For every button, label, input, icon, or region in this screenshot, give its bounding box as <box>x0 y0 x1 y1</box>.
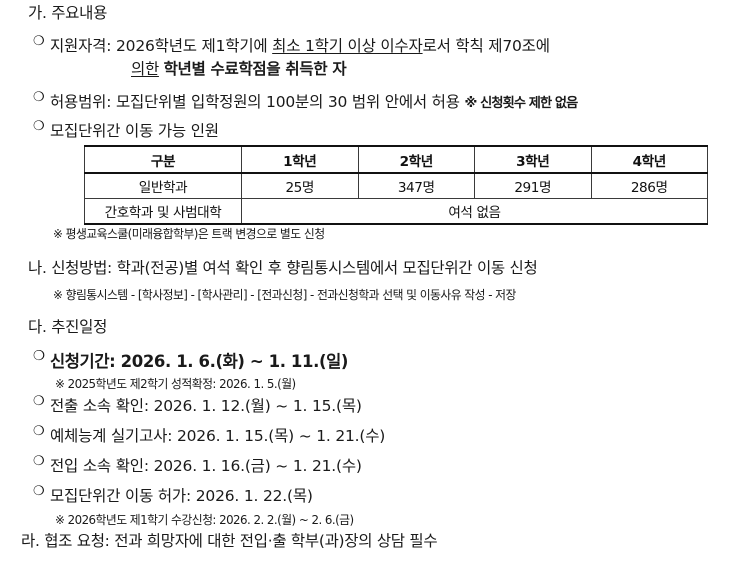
schedule-item-application-period: ❍ 신청기간: 2026. 1. 6.(화) ~ 1. 11.(일) <box>33 348 348 372</box>
quota-table-wrapper: 구분 1학년 2학년 3학년 4학년 일반학과 25명 347명 291명 28… <box>84 145 708 225</box>
qualification-line2-bold: 학년별 수료학점을 취득한 자 <box>163 60 347 78</box>
table-cell: 347명 <box>357 172 475 199</box>
qualification-line2-underlined: 의한 <box>131 60 159 78</box>
table-row: 간호학과 및 사범대학 여석 없음 <box>84 198 708 225</box>
bullet-icon: ❍ <box>33 34 45 49</box>
bullet-icon: ❍ <box>33 90 45 105</box>
bullet-scope: ❍ 허용범위: 모집단위별 입학정원의 100분의 30 범위 안에서 허용 ※… <box>33 90 579 112</box>
qualification-tail: 로서 학칙 제70조에 <box>422 37 550 55</box>
schedule-item-label: 모집단위간 이동 허가: 2026. 1. 22.(목) <box>50 487 313 505</box>
table-cell: 291명 <box>474 172 592 199</box>
table-cell-merged: 여석 없음 <box>241 198 708 225</box>
table-header-cell: 1학년 <box>241 145 359 174</box>
table-header-cell: 3학년 <box>474 145 592 174</box>
schedule-item-label: 예체능계 실기고사: 2026. 1. 15.(목) ~ 1. 21.(수) <box>50 427 386 445</box>
note-lifelong-education: ※ 평생교육스쿨(미래융합학부)은 트랙 변경으로 별도 신청 <box>53 227 325 241</box>
bullet-icon: ❍ <box>33 119 45 134</box>
qualification-text: 지원자격: 2026학년도 제1학기에 최소 1학기 이상 이수자로서 학칙 제… <box>50 34 550 56</box>
bullet-icon: ❍ <box>33 454 45 469</box>
bullet-icon: ❍ <box>33 484 45 499</box>
schedule-item-transfer-out-check: ❍ 전출 소속 확인: 2026. 1. 12.(월) ~ 1. 15.(목) <box>33 394 362 416</box>
bullet-icon: ❍ <box>33 394 45 409</box>
note-course-registration: ※ 2026학년도 제1학기 수강신청: 2026. 2. 2.(월) ~ 2.… <box>55 513 354 527</box>
section-heading-ra: 라. 협조 요청: 전과 희망자에 대한 전입·출 학부(과)장의 상담 필수 <box>21 532 438 550</box>
schedule-item-practical-exam: ❍ 예체능계 실기고사: 2026. 1. 15.(목) ~ 1. 21.(수) <box>33 424 385 446</box>
scope-text: 허용범위: 모집단위별 입학정원의 100분의 30 범위 안에서 허용 ※ 신… <box>50 90 579 112</box>
table-row-label: 간호학과 및 사범대학 <box>84 198 242 225</box>
table-head: 구분 1학년 2학년 3학년 4학년 <box>84 145 708 174</box>
schedule-item-label: 전입 소속 확인: 2026. 1. 16.(금) ~ 1. 21.(수) <box>50 457 362 475</box>
table-header-row: 구분 1학년 2학년 3학년 4학년 <box>84 145 708 174</box>
bullet-quota-heading: ❍ 모집단위간 이동 가능 인원 <box>33 119 219 141</box>
table-cell: 286명 <box>590 172 708 199</box>
table-row: 일반학과 25명 347명 291명 286명 <box>84 172 708 199</box>
table-body: 일반학과 25명 347명 291명 286명 간호학과 및 사범대학 여석 없… <box>84 172 708 225</box>
table-header-cell: 2학년 <box>357 145 475 174</box>
schedule-item-transfer-in-check: ❍ 전입 소속 확인: 2026. 1. 16.(금) ~ 1. 21.(수) <box>33 454 362 476</box>
note-grade-confirmation: ※ 2025학년도 제2학기 성적확정: 2026. 1. 5.(월) <box>55 377 296 391</box>
section-heading-na: 나. 신청방법: 학과(전공)별 여석 확인 후 향림통시스템에서 모집단위간 … <box>28 259 538 277</box>
table-cell: 25명 <box>241 172 359 199</box>
bullet-qualification: ❍ 지원자격: 2026학년도 제1학기에 최소 1학기 이상 이수자로서 학칙… <box>33 34 731 56</box>
qualification-line2: 의한 학년별 수료학점을 취득한 자 <box>131 60 347 78</box>
schedule-item-label: 전출 소속 확인: 2026. 1. 12.(월) ~ 1. 15.(목) <box>50 397 362 415</box>
table-row-label: 일반학과 <box>84 172 242 199</box>
scope-emphasis: ※ 신청횟수 제한 없음 <box>464 96 579 111</box>
section-heading-da: 다. 추진일정 <box>28 318 108 336</box>
scope-main: 허용범위: 모집단위별 입학정원의 100분의 30 범위 안에서 허용 <box>50 93 460 111</box>
section-heading-ga: 가. 주요내용 <box>28 4 108 22</box>
table-header-cell: 4학년 <box>590 145 708 174</box>
quota-heading-text: 모집단위간 이동 가능 인원 <box>50 122 219 140</box>
bullet-icon: ❍ <box>33 424 45 439</box>
table-header-cell: 구분 <box>84 145 242 174</box>
schedule-item-label: 신청기간: 2026. 1. 6.(화) ~ 1. 11.(일) <box>50 352 349 371</box>
qualification-lead: 지원자격: 2026학년도 제1학기에 <box>50 37 273 55</box>
quota-table: 구분 1학년 2학년 3학년 4학년 일반학과 25명 347명 291명 28… <box>84 145 708 225</box>
bullet-icon: ❍ <box>33 348 45 364</box>
schedule-item-transfer-permission: ❍ 모집단위간 이동 허가: 2026. 1. 22.(목) <box>33 484 313 506</box>
note-application-path: ※ 향림통시스템 - [학사정보] - [학사관리] - [전과신청] - 전과… <box>53 288 516 302</box>
qualification-underlined: 최소 1학기 이상 이수자 <box>272 37 423 55</box>
